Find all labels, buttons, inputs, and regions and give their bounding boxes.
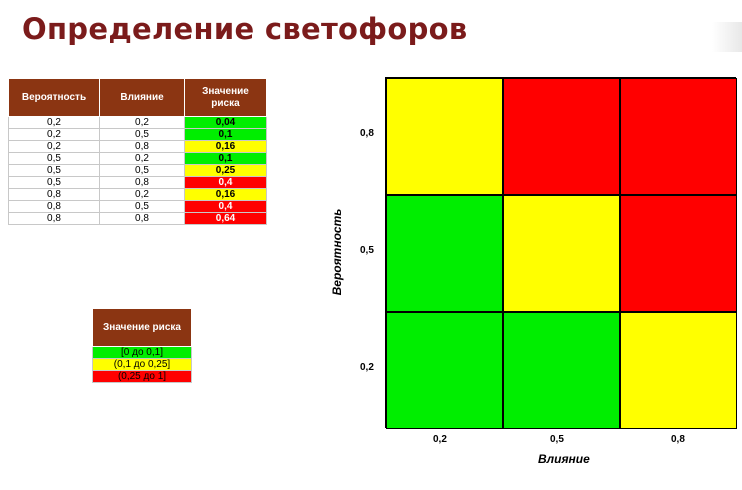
y-tick-label: 0,5 (360, 245, 374, 256)
table-row: 0,5 0,8 0,4 (8, 176, 267, 189)
matrix-cell (503, 78, 620, 195)
table-row: 0,8 0,5 0,4 (8, 200, 267, 213)
cell-impact: 0,2 (99, 152, 185, 165)
x-tick-label: 0,5 (550, 434, 564, 445)
cell-impact: 0,5 (99, 164, 185, 177)
cell-impact: 0,5 (99, 128, 185, 141)
cell-probability: 0,2 (8, 140, 100, 153)
table-row: 0,8 0,8 0,64 (8, 212, 267, 225)
y-axis-label: Вероятность (330, 208, 344, 296)
x-tick-label: 0,2 (433, 434, 447, 445)
matrix-cell (503, 195, 620, 312)
cell-risk: 0,1 (184, 128, 267, 141)
page-title: Определение светофоров (22, 12, 468, 46)
cell-impact: 0,8 (99, 212, 185, 225)
matrix-cell (386, 78, 503, 195)
legend-item: (0,25 до 1] (92, 370, 192, 383)
legend-item: (0,1 до 0,25] (92, 358, 192, 371)
matrix-cell (386, 312, 503, 429)
y-tick-label: 0,2 (360, 362, 374, 373)
cell-impact: 0,2 (99, 116, 185, 129)
column-header-risk: Значение риска (184, 78, 267, 117)
cell-risk: 0,64 (184, 212, 267, 225)
decorative-shadow (712, 22, 742, 52)
cell-probability: 0,2 (8, 128, 100, 141)
cell-probability: 0,8 (8, 188, 100, 201)
cell-risk: 0,16 (184, 140, 267, 153)
matrix-cell (386, 195, 503, 312)
cell-probability: 0,2 (8, 116, 100, 129)
matrix-cell (503, 312, 620, 429)
column-header-probability: Вероятность (8, 78, 100, 117)
cell-probability: 0,5 (8, 176, 100, 189)
column-header-risk-label: Значение риска (202, 85, 249, 109)
legend-header: Значение риска (92, 308, 192, 347)
cell-risk: 0,4 (184, 176, 267, 189)
cell-probability: 0,8 (8, 200, 100, 213)
legend-row: (0,1 до 0,25] (92, 358, 192, 371)
table-row: 0,2 0,5 0,1 (8, 128, 267, 141)
cell-impact: 0,2 (99, 188, 185, 201)
legend-row: (0,25 до 1] (92, 370, 192, 383)
table-row: 0,5 0,5 0,25 (8, 164, 267, 177)
cell-impact: 0,8 (99, 176, 185, 189)
matrix-cell (620, 78, 737, 195)
cell-probability: 0,5 (8, 152, 100, 165)
cell-probability: 0,5 (8, 164, 100, 177)
x-tick-label: 0,8 (671, 434, 685, 445)
cell-risk: 0,4 (184, 200, 267, 213)
risk-matrix (385, 77, 737, 429)
column-header-impact: Влияние (99, 78, 185, 117)
cell-probability: 0,8 (8, 212, 100, 225)
legend-row: [0 до 0,1] (92, 346, 192, 359)
cell-risk: 0,1 (184, 152, 267, 165)
cell-impact: 0,8 (99, 140, 185, 153)
table-row: 0,5 0,2 0,1 (8, 152, 267, 165)
y-tick-label: 0,8 (360, 128, 374, 139)
risk-table: Вероятность Влияние Значение риска 0,2 0,… (8, 78, 267, 225)
table-row: 0,2 0,8 0,16 (8, 140, 267, 153)
legend-item: [0 до 0,1] (92, 346, 192, 359)
matrix-cell (620, 195, 737, 312)
risk-legend-table: Значение риска [0 до 0,1] (0,1 до 0,25] (0… (92, 308, 192, 383)
matrix-cell (620, 312, 737, 429)
cell-risk: 0,16 (184, 188, 267, 201)
table-row: 0,8 0,2 0,16 (8, 188, 267, 201)
x-axis-label: Влияние (538, 452, 590, 466)
cell-risk: 0,04 (184, 116, 267, 129)
table-row: 0,2 0,2 0,04 (8, 116, 267, 129)
cell-risk: 0,25 (184, 164, 267, 177)
cell-impact: 0,5 (99, 200, 185, 213)
